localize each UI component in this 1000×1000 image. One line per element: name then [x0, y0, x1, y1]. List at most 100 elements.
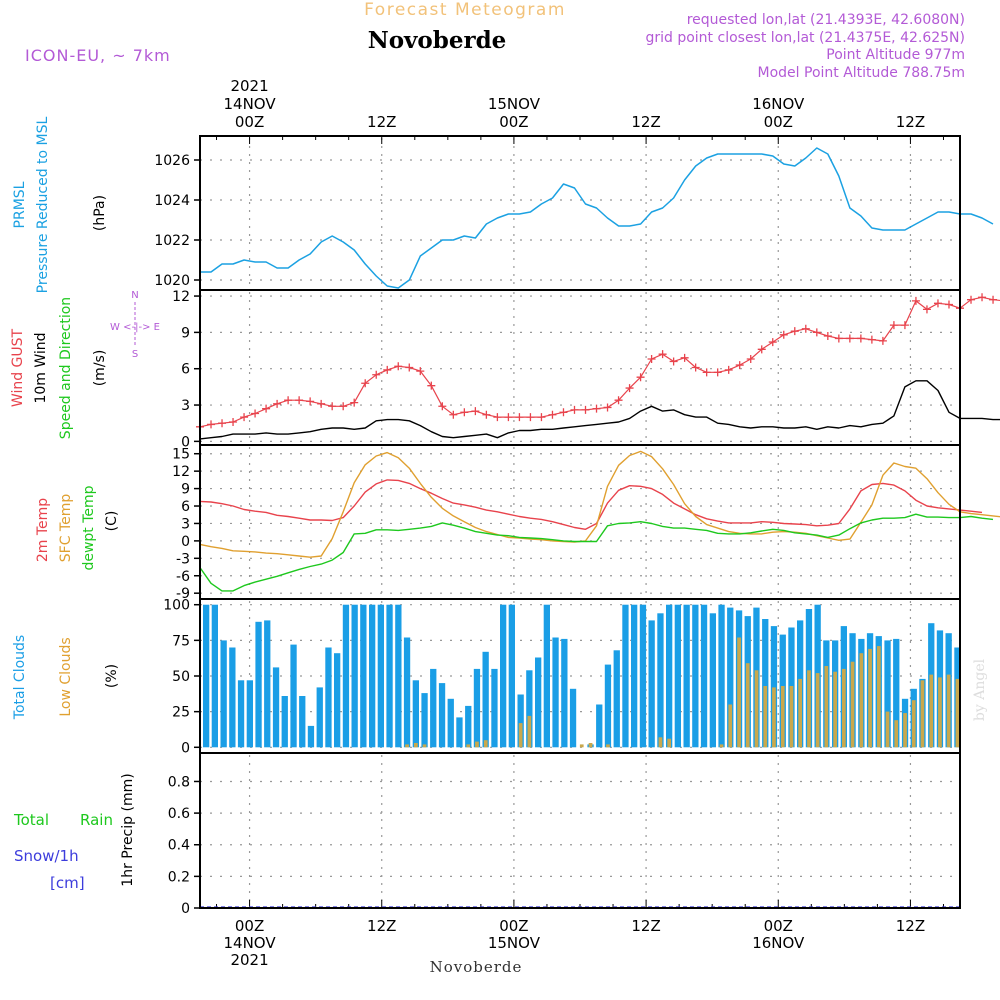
snow-label-1: Snow/1h	[14, 847, 79, 865]
precip-panel: 0 0.2 0.4 0.6 0.8	[168, 752, 960, 917]
total-cloud-bar	[491, 668, 498, 748]
gust-marker	[592, 404, 601, 413]
gust-marker	[526, 413, 535, 422]
gust-marker	[306, 397, 315, 406]
gust-marker	[460, 408, 469, 417]
gust-marker	[922, 305, 931, 314]
y-tick-label: 0	[181, 534, 190, 550]
rain-label-1: Total	[13, 811, 49, 829]
y-tick-label: 1020	[154, 273, 190, 289]
temp-labels: 2m Temp SFC Temp dewpt Temp (C)	[35, 485, 120, 570]
gust-marker	[823, 332, 832, 341]
total-cloud-bar	[692, 604, 699, 748]
y-tick-label: 0.4	[168, 838, 190, 854]
total-cloud-bar	[237, 680, 245, 748]
low-cloud-bar	[850, 661, 855, 748]
bottom-time-label: 15NOV	[488, 934, 541, 952]
low-cloud-bar	[719, 744, 724, 748]
total-cloud-bar	[674, 604, 681, 748]
low-cloud-bar	[763, 686, 768, 748]
y-tick-label: 12	[172, 289, 190, 305]
gust-marker	[658, 350, 667, 359]
gust-marker	[471, 407, 480, 416]
total-cloud-bar	[438, 683, 446, 748]
top-time-label: 12Z	[896, 113, 925, 131]
bottom-time-label: 00Z	[235, 917, 264, 935]
total-cloud-bar	[403, 637, 411, 748]
low-cloud-bar	[955, 678, 960, 748]
cloud-labels: Total Clouds Low Clouds (%)	[12, 635, 120, 720]
total-cloud-bar	[770, 626, 778, 748]
low-cloud-bar	[527, 715, 532, 748]
total-cloud-bar	[700, 604, 708, 748]
gust-marker	[207, 420, 216, 429]
cloud-panel: 0 25 50 75 100	[163, 598, 961, 756]
total-cloud-bar	[412, 680, 419, 748]
low-cloud-bar	[815, 673, 820, 748]
low-cloud-bar	[667, 738, 671, 748]
gust-marker	[515, 413, 524, 422]
low-cloud-bar	[588, 743, 593, 748]
gust-marker	[845, 334, 854, 343]
y-tick-label: 0	[181, 434, 190, 450]
gridpoint-coords: grid point closest lon,lat (21.4375E, 42…	[645, 30, 965, 46]
total-cloud-bar	[290, 644, 297, 748]
low-cloud-bar	[579, 744, 584, 748]
total-cloud-bar	[360, 604, 367, 748]
total-cloud-bar	[666, 604, 673, 748]
gust-marker	[218, 419, 227, 428]
low-cloud-bar	[920, 680, 925, 748]
total-cloud-bar	[508, 604, 515, 748]
prmsl-label: PRMSL	[12, 181, 28, 228]
low-cloud-bar	[737, 637, 741, 748]
t2m-label: 2m Temp	[35, 498, 51, 562]
bottom-time-label: 00Z	[499, 917, 528, 935]
gust-marker	[361, 379, 370, 388]
total-cloud-bar	[683, 604, 690, 748]
low-cloud-bar	[754, 670, 759, 748]
total-cloud-bar	[220, 640, 227, 748]
gust-marker	[944, 300, 953, 309]
gust-marker	[867, 335, 876, 344]
total-cloud-bar	[526, 670, 533, 748]
total-cloud-bar	[255, 621, 262, 748]
gust-marker	[768, 338, 777, 347]
total-cloud-bar	[229, 647, 236, 748]
gust-marker	[625, 384, 634, 393]
dewpt-line	[199, 513, 994, 592]
gust-marker	[295, 396, 304, 405]
total-cloud-bar	[473, 668, 481, 748]
top-time-label: 00Z	[764, 113, 793, 131]
requested-coords: requested lon,lat (21.4393E, 42.6080N)	[687, 12, 965, 28]
low-cloud-bar	[946, 674, 951, 748]
compass-n: N	[131, 290, 138, 301]
gust-marker	[878, 336, 887, 345]
low-cloud-bar	[518, 723, 523, 748]
low-cloud-bar	[929, 674, 934, 748]
footer-location: Novoberde	[430, 958, 523, 976]
gust-marker	[493, 413, 502, 422]
gust-marker	[812, 328, 821, 337]
low-cloud-bar	[789, 686, 794, 748]
total-cloud-bar	[500, 604, 507, 748]
y-tick-label: 75	[172, 633, 190, 649]
total-cloud-bar	[264, 620, 271, 748]
low-cloud-bar	[842, 668, 846, 748]
y-tick-label: 1026	[154, 153, 190, 169]
gust-marker	[427, 381, 436, 390]
bottom-time-label: 14NOV	[224, 934, 277, 952]
total-cloud-bar	[307, 725, 315, 748]
wind10-line	[199, 380, 1000, 440]
gust-marker	[504, 413, 513, 422]
y-tick-label: -3	[176, 551, 190, 567]
y-tick-label: 0	[181, 901, 190, 917]
total-cloud-bar	[648, 620, 655, 748]
total-cloud-bar	[456, 717, 463, 748]
low-cloud-bar	[466, 744, 471, 748]
t2m-line	[199, 479, 983, 530]
total-clouds-label: Total Clouds	[12, 635, 28, 720]
y-tick-label: 100	[163, 598, 190, 614]
